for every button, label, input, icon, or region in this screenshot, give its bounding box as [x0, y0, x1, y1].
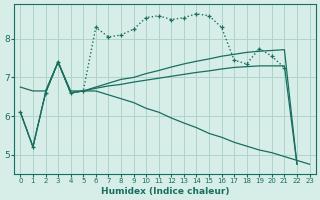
- X-axis label: Humidex (Indice chaleur): Humidex (Indice chaleur): [101, 187, 229, 196]
